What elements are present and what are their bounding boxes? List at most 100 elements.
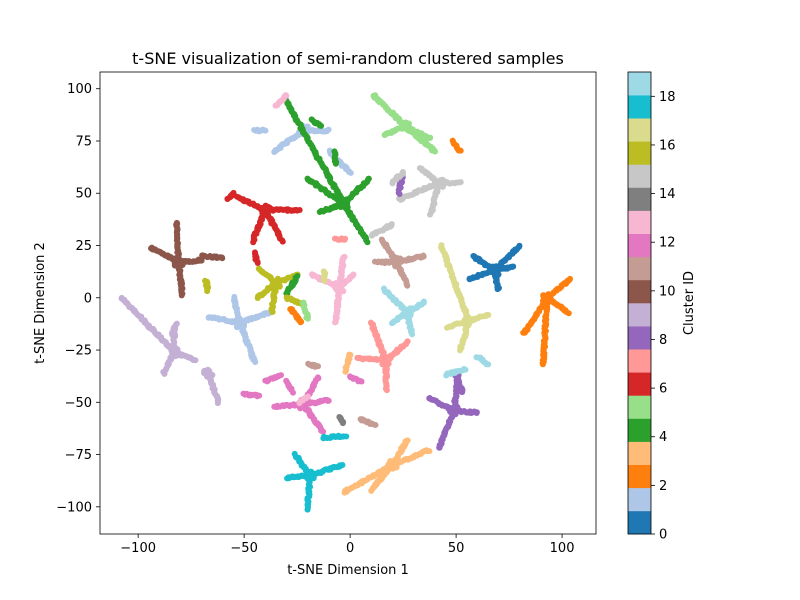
colorbar-band bbox=[628, 210, 651, 234]
y-tick-label: −75 bbox=[65, 448, 92, 463]
scatter-point bbox=[485, 311, 492, 318]
scatter-point bbox=[393, 260, 400, 268]
scatter-point bbox=[436, 444, 443, 451]
scatter-point bbox=[291, 450, 298, 457]
scatter-point bbox=[262, 127, 269, 134]
scatter-point bbox=[396, 191, 403, 198]
colorbar-tick-label: 18 bbox=[659, 90, 676, 105]
scatter-point bbox=[290, 389, 296, 396]
scatter-point bbox=[275, 280, 282, 287]
scatter-point bbox=[370, 92, 377, 99]
scatter-point bbox=[172, 255, 179, 262]
scatter-point bbox=[409, 331, 416, 338]
scatter-point bbox=[204, 288, 211, 295]
colorbar-band bbox=[628, 326, 651, 350]
scatter-point bbox=[385, 464, 393, 472]
scatter-point bbox=[279, 238, 286, 245]
scatter-point bbox=[260, 207, 267, 215]
scatter-point bbox=[510, 263, 517, 270]
colorbar-frame bbox=[627, 71, 652, 535]
y-tick-label: −25 bbox=[65, 344, 92, 359]
scatter-point bbox=[404, 437, 411, 444]
scatter-point bbox=[371, 258, 378, 265]
scatter-point bbox=[399, 168, 406, 175]
scatter-point bbox=[148, 245, 155, 252]
colorbar-band bbox=[628, 95, 651, 119]
scatter-point bbox=[337, 414, 344, 421]
scatter-points bbox=[118, 92, 574, 513]
y-tick-label: 0 bbox=[84, 291, 92, 306]
scatter-point bbox=[368, 487, 375, 494]
colorbar-tick-label: 8 bbox=[659, 333, 667, 348]
scatter-point bbox=[214, 400, 221, 407]
scatter-point bbox=[173, 219, 180, 226]
scatter-point bbox=[254, 259, 261, 266]
plot-area bbox=[99, 71, 597, 535]
colorbar: 0 2 4 6 8 10 12 14 16 18 Cluster ID bbox=[627, 71, 697, 543]
scatter-point bbox=[308, 470, 315, 477]
colorbar-band bbox=[628, 233, 651, 258]
scatter-point bbox=[403, 313, 410, 320]
scatter-point bbox=[457, 147, 464, 154]
scatter-point bbox=[367, 319, 374, 326]
scatter-point bbox=[457, 179, 464, 186]
scatter-point bbox=[321, 277, 328, 284]
scatter-point bbox=[320, 428, 327, 435]
colorbar-band bbox=[628, 441, 651, 465]
scatter-point bbox=[466, 318, 474, 325]
y-tick-label: 50 bbox=[75, 187, 92, 202]
scatter-point bbox=[462, 366, 469, 373]
colorbar-band bbox=[628, 372, 651, 396]
colorbar-band bbox=[628, 510, 651, 535]
scatter-point bbox=[404, 338, 411, 345]
colorbar-band bbox=[628, 464, 651, 489]
scatter-point bbox=[314, 374, 321, 381]
colorbar-band bbox=[628, 349, 651, 373]
scatter-point bbox=[339, 462, 346, 468]
colorbar-tick-label: 14 bbox=[659, 187, 676, 202]
scatter-point bbox=[404, 282, 411, 289]
scatter-point bbox=[318, 122, 325, 129]
colorbar-bands bbox=[628, 72, 651, 535]
x-tick-label: 50 bbox=[448, 541, 465, 556]
scatter-point bbox=[161, 370, 168, 377]
x-tick-label: 100 bbox=[550, 541, 575, 556]
scatter-point bbox=[420, 253, 427, 260]
scatter-point bbox=[332, 160, 339, 167]
scatter-point bbox=[341, 253, 348, 260]
scatter-point bbox=[388, 221, 395, 228]
scatter-point bbox=[387, 457, 394, 465]
colorbar-band bbox=[628, 303, 651, 327]
scatter-point bbox=[470, 252, 477, 259]
scatter-point bbox=[388, 320, 395, 327]
scatter-point bbox=[494, 286, 501, 293]
scatter-point bbox=[426, 448, 433, 455]
scatter-point bbox=[175, 262, 183, 269]
colorbar-tick-label: 12 bbox=[659, 236, 676, 251]
chart-title: t-SNE visualization of semi-random clust… bbox=[132, 49, 564, 68]
scatter-point bbox=[305, 476, 312, 483]
scatter-point bbox=[546, 296, 553, 303]
scatter-point bbox=[343, 201, 351, 208]
scatter-point bbox=[447, 408, 454, 415]
scatter-point bbox=[339, 280, 346, 287]
scatter-point bbox=[203, 373, 211, 380]
scatter-point bbox=[309, 271, 316, 278]
scatter-point bbox=[256, 392, 263, 399]
scatter-point bbox=[325, 126, 332, 133]
scatter-point bbox=[231, 293, 238, 300]
scatter-point bbox=[397, 256, 404, 263]
scatter-point bbox=[343, 433, 350, 440]
colorbar-ticks: 0 2 4 6 8 10 12 14 16 18 bbox=[651, 90, 676, 543]
scatter-point bbox=[364, 239, 371, 246]
y-axis-label: t-SNE Dimension 2 bbox=[33, 242, 48, 364]
scatter-point bbox=[284, 475, 291, 482]
scatter-point bbox=[250, 239, 257, 246]
plot-frame bbox=[99, 71, 597, 535]
scatter-point bbox=[354, 354, 361, 361]
scatter-point bbox=[432, 182, 439, 189]
colorbar-tick-label: 0 bbox=[659, 528, 667, 543]
scatter-point bbox=[426, 395, 433, 402]
scatter-point bbox=[118, 295, 125, 302]
